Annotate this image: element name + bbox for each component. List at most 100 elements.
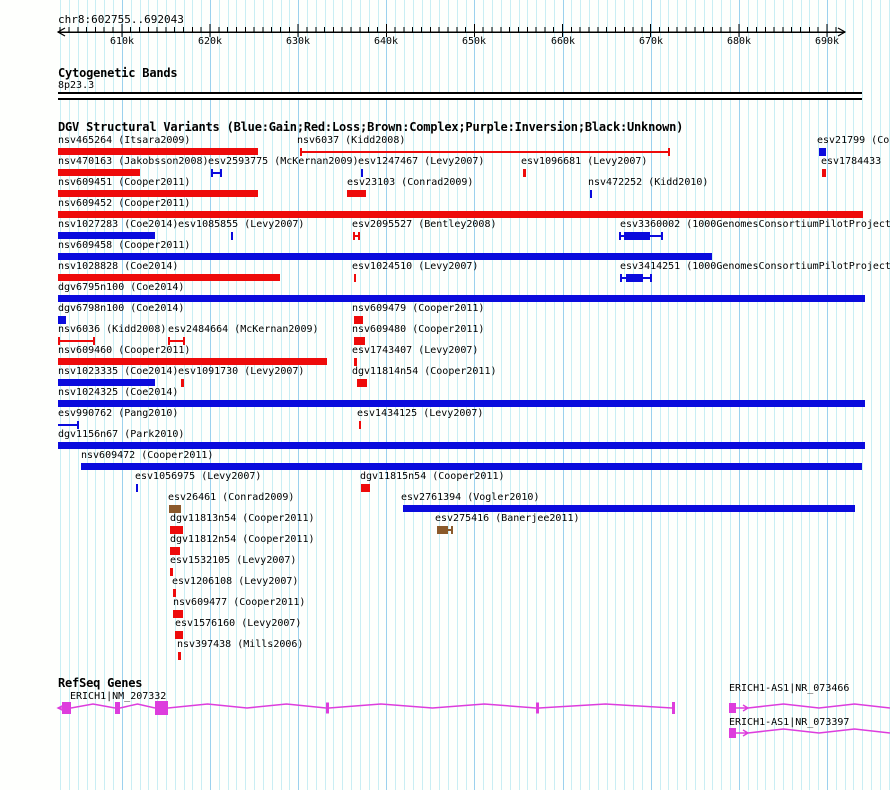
variant-glyph-bracket-box[interactable]: [619, 232, 663, 240]
variant-label[interactable]: esv2484664 (McKernan2009): [168, 324, 319, 335]
variant-glyph-tick[interactable]: [354, 358, 357, 366]
variant-glyph-bar[interactable]: [58, 442, 865, 449]
variant-label[interactable]: esv1743407 (Levy2007): [352, 345, 479, 356]
variant-glyph-bar[interactable]: [58, 400, 865, 407]
variant-glyph-tick[interactable]: [181, 379, 184, 387]
variant-glyph-box[interactable]: [361, 484, 370, 492]
variant-label[interactable]: nsv609472 (Cooper2011): [81, 450, 214, 461]
variant-glyph-bracket-box[interactable]: [437, 526, 453, 534]
variant-label[interactable]: esv1532105 (Levy2007): [170, 555, 297, 566]
gene-label[interactable]: ERICH1-AS1|NR_073466: [729, 683, 850, 694]
variant-glyph-bracket-box[interactable]: [620, 274, 652, 282]
variant-label[interactable]: nsv1023335 (Coe2014): [58, 366, 179, 377]
variant-label[interactable]: dgv11814n54 (Cooper2011): [352, 366, 497, 377]
variant-label[interactable]: esv1085855 (Levy2007): [178, 219, 305, 230]
variant-glyph-tick[interactable]: [523, 169, 526, 177]
gene-label[interactable]: ERICH1|NM_207332: [70, 691, 167, 702]
variant-label[interactable]: esv3414251 (1000GenomesConsortiumPilotPr…: [620, 261, 890, 272]
variant-glyph-bar[interactable]: [58, 253, 712, 260]
variant-label[interactable]: nsv470163 (Jakobsson2008): [58, 156, 209, 167]
variant-glyph-bar[interactable]: [81, 463, 862, 470]
variant-glyph-box[interactable]: [58, 316, 66, 324]
variant-label[interactable]: esv2761394 (Vogler2010): [401, 492, 540, 503]
variant-glyph-tick[interactable]: [170, 568, 173, 576]
variant-label[interactable]: esv1056975 (Levy2007): [135, 471, 262, 482]
variant-glyph-box[interactable]: [354, 337, 365, 345]
variant-label[interactable]: esv990762 (Pang2010): [58, 408, 179, 419]
variant-label[interactable]: dgv6795n100 (Coe2014): [58, 282, 185, 293]
variant-label[interactable]: esv2095527 (Bentley2008): [352, 219, 497, 230]
variant-label[interactable]: nsv472252 (Kidd2010): [588, 177, 709, 188]
variant-glyph-tick[interactable]: [590, 190, 592, 198]
variant-label[interactable]: nsv1027283 (Coe2014): [58, 219, 179, 230]
variant-label[interactable]: esv1247467 (Levy2007): [358, 156, 485, 167]
variant-glyph-bar[interactable]: [58, 169, 140, 176]
variant-label[interactable]: nsv6036 (Kidd2008): [58, 324, 167, 335]
variant-label[interactable]: nsv1028828 (Coe2014): [58, 261, 179, 272]
variant-glyph-tick[interactable]: [361, 169, 363, 177]
variant-label[interactable]: nsv609452 (Cooper2011): [58, 198, 191, 209]
variant-label[interactable]: nsv397438 (Mills2006): [177, 639, 304, 650]
variant-label[interactable]: esv21799 (Co: [817, 135, 890, 146]
variant-label[interactable]: nsv609458 (Cooper2011): [58, 240, 191, 251]
variant-glyph-bar[interactable]: [347, 190, 366, 197]
variant-glyph-bracket[interactable]: [353, 232, 360, 240]
variant-label[interactable]: nsv609451 (Cooper2011): [58, 177, 191, 188]
variant-label[interactable]: dgv11815n54 (Cooper2011): [360, 471, 505, 482]
variant-label[interactable]: nsv1024325 (Coe2014): [58, 387, 179, 398]
variant-label[interactable]: nsv6037 (Kidd2008): [297, 135, 406, 146]
variant-label[interactable]: nsv609479 (Cooper2011): [352, 303, 485, 314]
variant-glyph-box[interactable]: [357, 379, 367, 387]
gene-label[interactable]: ERICH1-AS1|NR_073397: [729, 717, 850, 728]
variant-label[interactable]: esv1024510 (Levy2007): [352, 261, 479, 272]
variant-glyph-tick[interactable]: [359, 421, 361, 429]
variant-glyph-bracket[interactable]: [58, 337, 95, 345]
variant-glyph-box[interactable]: [173, 610, 183, 618]
variant-label[interactable]: esv26461 (Conrad2009): [168, 492, 295, 503]
variant-glyph-bar[interactable]: [58, 190, 258, 197]
variant-glyph-box[interactable]: [819, 148, 826, 156]
variant-label[interactable]: nsv609480 (Cooper2011): [352, 324, 485, 335]
variant-glyph-bar[interactable]: [58, 295, 865, 302]
variant-glyph-bar[interactable]: [58, 358, 327, 365]
variant-label[interactable]: esv23103 (Conrad2009): [347, 177, 474, 188]
variant-label[interactable]: esv1096681 (Levy2007): [521, 156, 648, 167]
variant-glyph-box[interactable]: [170, 526, 183, 534]
variant-glyph-box[interactable]: [354, 316, 363, 324]
variant-glyph-tick[interactable]: [136, 484, 138, 492]
variant-glyph-bracket[interactable]: [211, 169, 222, 177]
variant-glyph-tick[interactable]: [822, 169, 826, 177]
variant-label[interactable]: dgv11812n54 (Cooper2011): [170, 534, 315, 545]
variant-label[interactable]: dgv1156n67 (Park2010): [58, 429, 185, 440]
variant-label[interactable]: esv1576160 (Levy2007): [175, 618, 302, 629]
cytoband-bar[interactable]: [58, 92, 862, 100]
variant-label[interactable]: esv3360002 (1000GenomesConsortiumPilotPr…: [620, 219, 890, 230]
variant-label[interactable]: nsv465264 (Itsara2009): [58, 135, 191, 146]
variant-glyph-bar[interactable]: [403, 505, 855, 512]
variant-glyph-tick[interactable]: [178, 652, 181, 660]
variant-glyph-tick[interactable]: [173, 589, 176, 597]
variant-glyph-box[interactable]: [175, 631, 183, 639]
variant-label[interactable]: esv275416 (Banerjee2011): [435, 513, 580, 524]
variant-label[interactable]: nsv609460 (Cooper2011): [58, 345, 191, 356]
variant-glyph-tick[interactable]: [354, 274, 356, 282]
variant-glyph-bracket[interactable]: [300, 148, 670, 156]
variant-label[interactable]: dgv11813n54 (Cooper2011): [170, 513, 315, 524]
variant-label[interactable]: esv1206108 (Levy2007): [172, 576, 299, 587]
variant-glyph-bar[interactable]: [58, 148, 258, 155]
variant-glyph-bracket-r[interactable]: [58, 421, 79, 429]
variant-glyph-bar[interactable]: [58, 379, 155, 386]
variant-label[interactable]: esv1091730 (Levy2007): [178, 366, 305, 377]
variant-glyph-bracket[interactable]: [168, 337, 185, 345]
variant-label[interactable]: esv2593775 (McKernan2009): [208, 156, 359, 167]
variant-glyph-bar[interactable]: [58, 232, 155, 239]
variant-label[interactable]: esv1784433: [821, 156, 882, 167]
variant-glyph-box[interactable]: [169, 505, 181, 513]
variant-label[interactable]: esv1434125 (Levy2007): [357, 408, 484, 419]
variant-glyph-bar[interactable]: [58, 211, 863, 218]
variant-glyph-tick[interactable]: [231, 232, 233, 240]
variant-glyph-box[interactable]: [170, 547, 180, 555]
variant-label[interactable]: dgv6798n100 (Coe2014): [58, 303, 185, 314]
variant-glyph-bar[interactable]: [58, 274, 280, 281]
variant-label[interactable]: nsv609477 (Cooper2011): [173, 597, 306, 608]
